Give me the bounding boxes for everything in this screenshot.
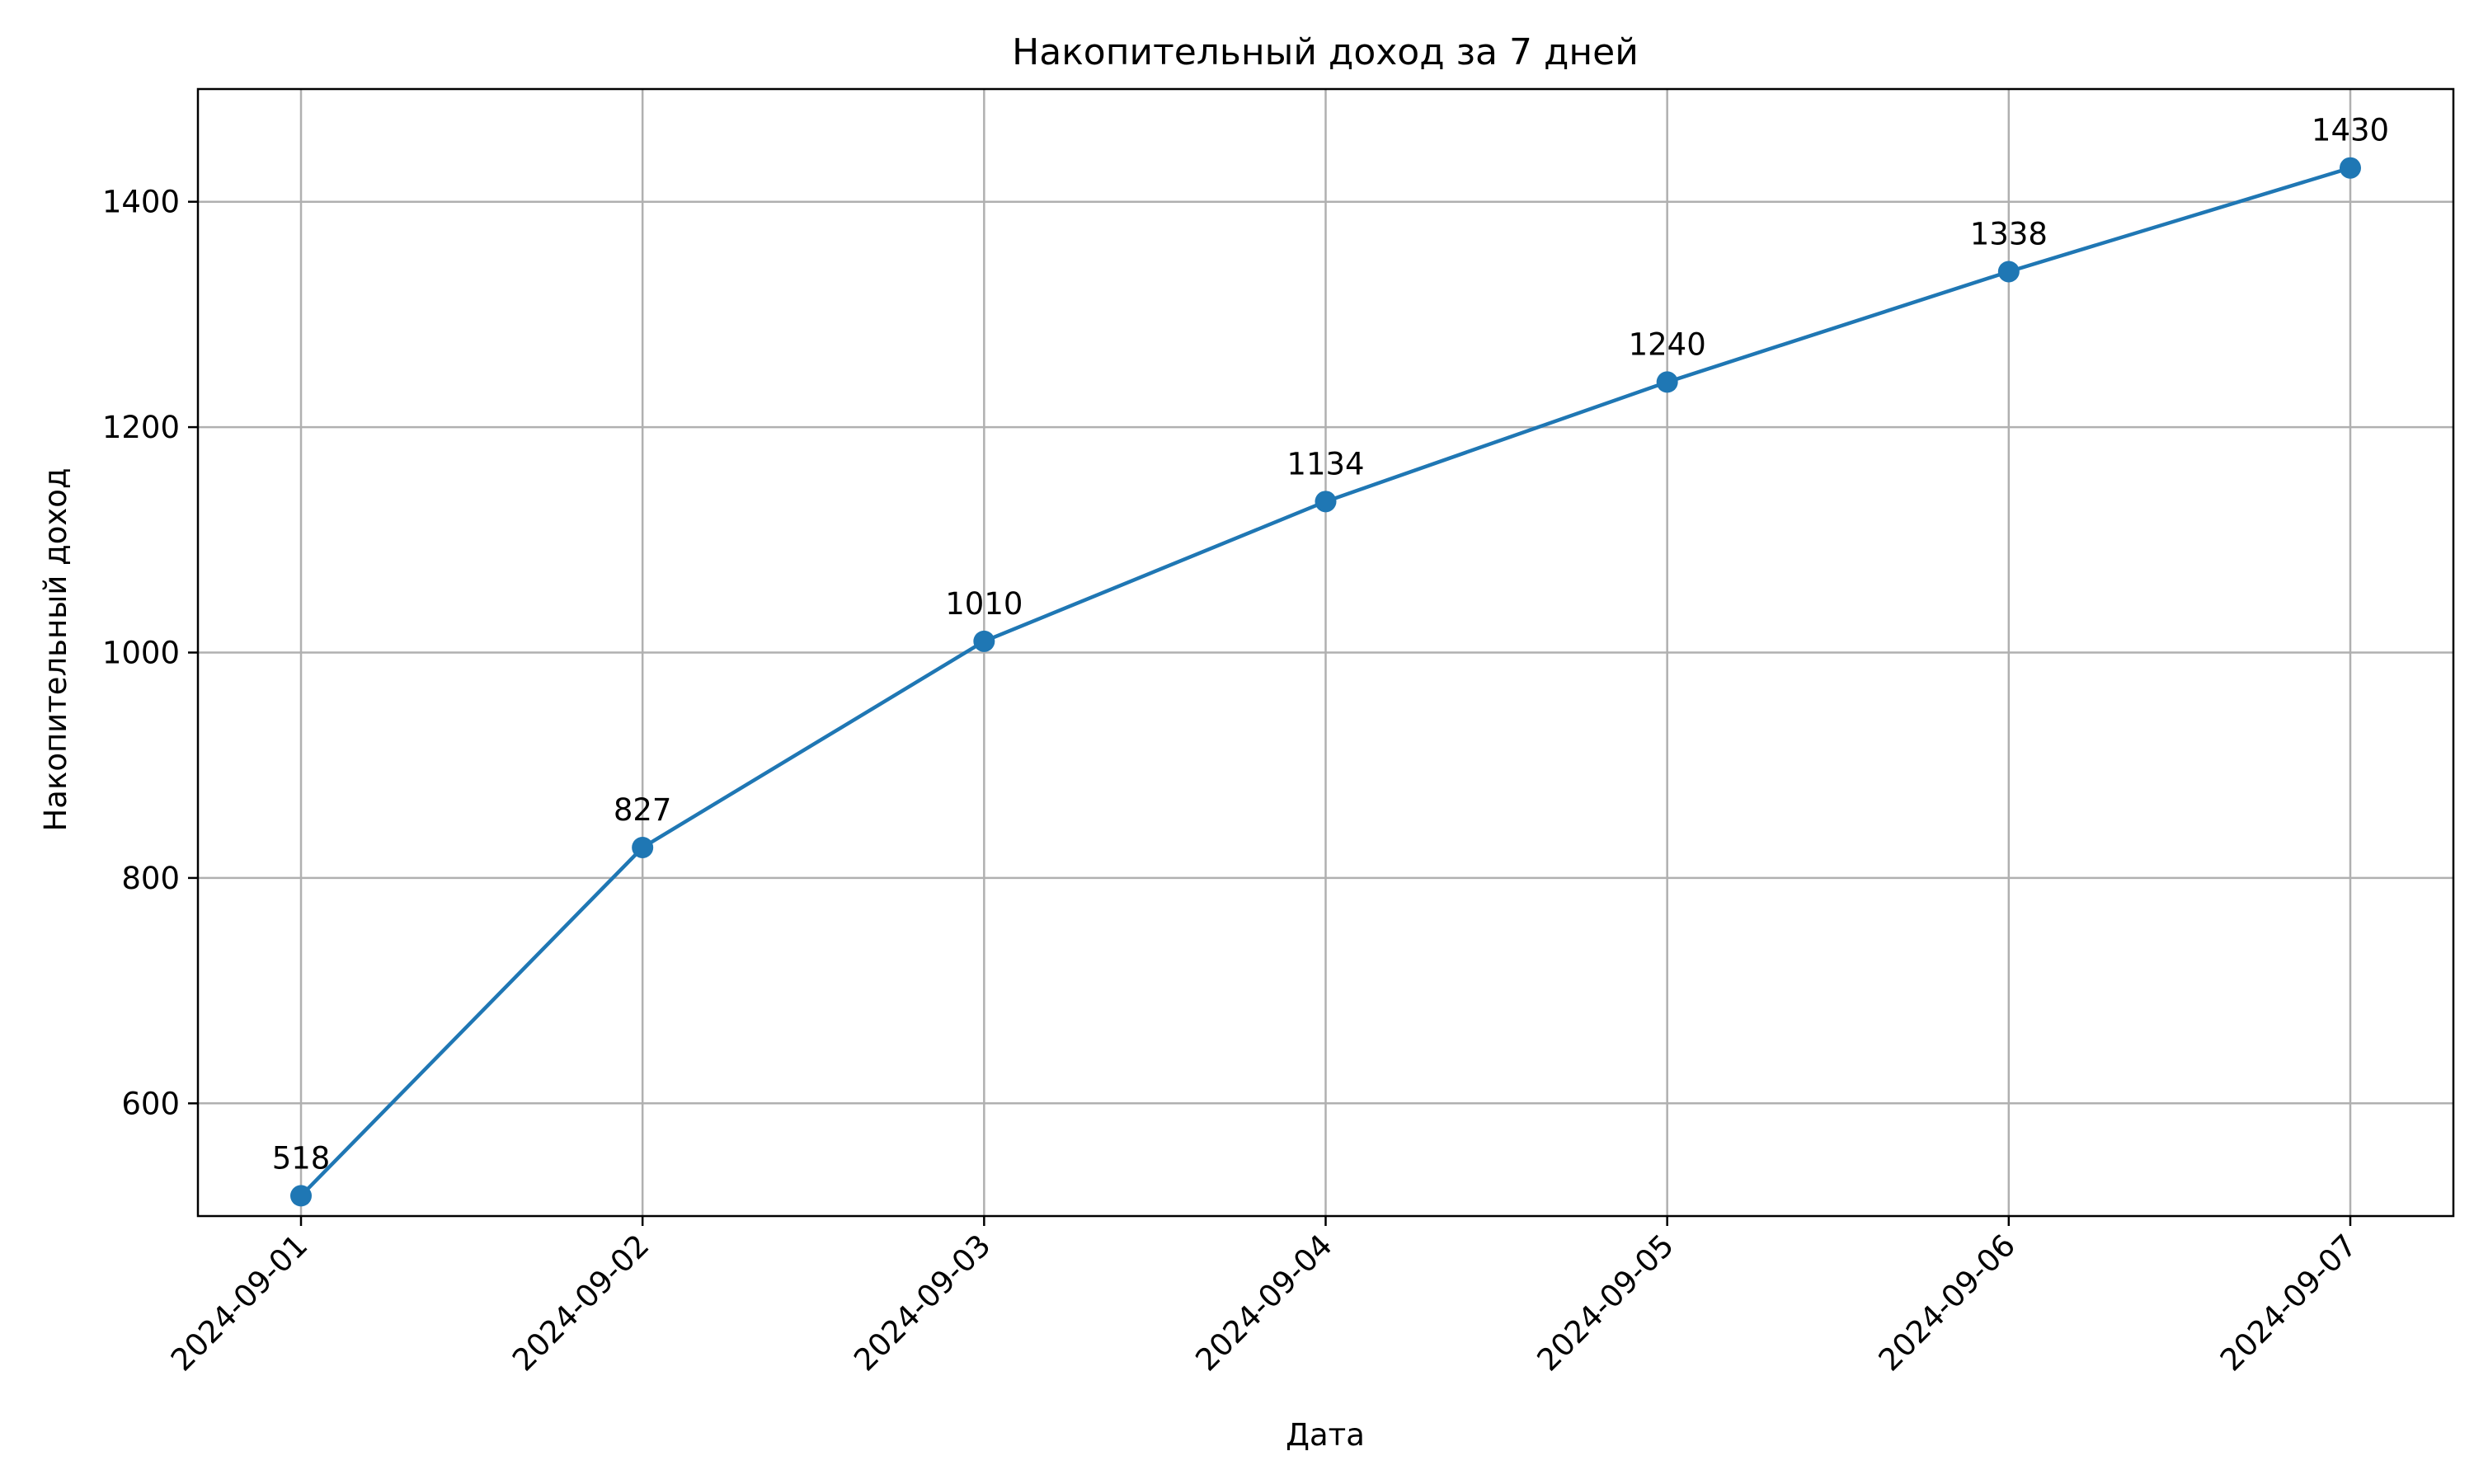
y-tick-label: 1200 [102,410,180,445]
data-label: 1430 [2312,113,2389,148]
data-label: 1338 [1970,216,2048,251]
data-label: 827 [614,792,672,828]
data-labels: 518 827 1010 1134 1240 1338 1430 [272,113,2389,1176]
y-axis-label: Накопительный доход [38,467,73,831]
data-point [1656,371,1678,393]
series-layer [290,157,2361,1207]
data-point [2340,157,2361,179]
data-point [1315,491,1337,513]
x-axis-label: Дата [1286,1417,1365,1453]
data-point [632,836,654,858]
chart-title: Накопительный доход за 7 дней [1012,31,1639,73]
y-tick-label: 1000 [102,636,180,671]
data-label: 1240 [1629,326,1706,362]
data-point [973,630,995,652]
data-label: 518 [272,1140,331,1176]
y-tick-label: 1400 [102,185,180,220]
data-point [1997,261,2020,283]
data-label: 1010 [945,586,1023,622]
data-label: 1134 [1286,446,1364,481]
data-point [290,1185,312,1207]
y-tick-label: 800 [121,861,180,896]
y-tick-label: 600 [121,1086,180,1121]
axes [188,87,2455,1226]
